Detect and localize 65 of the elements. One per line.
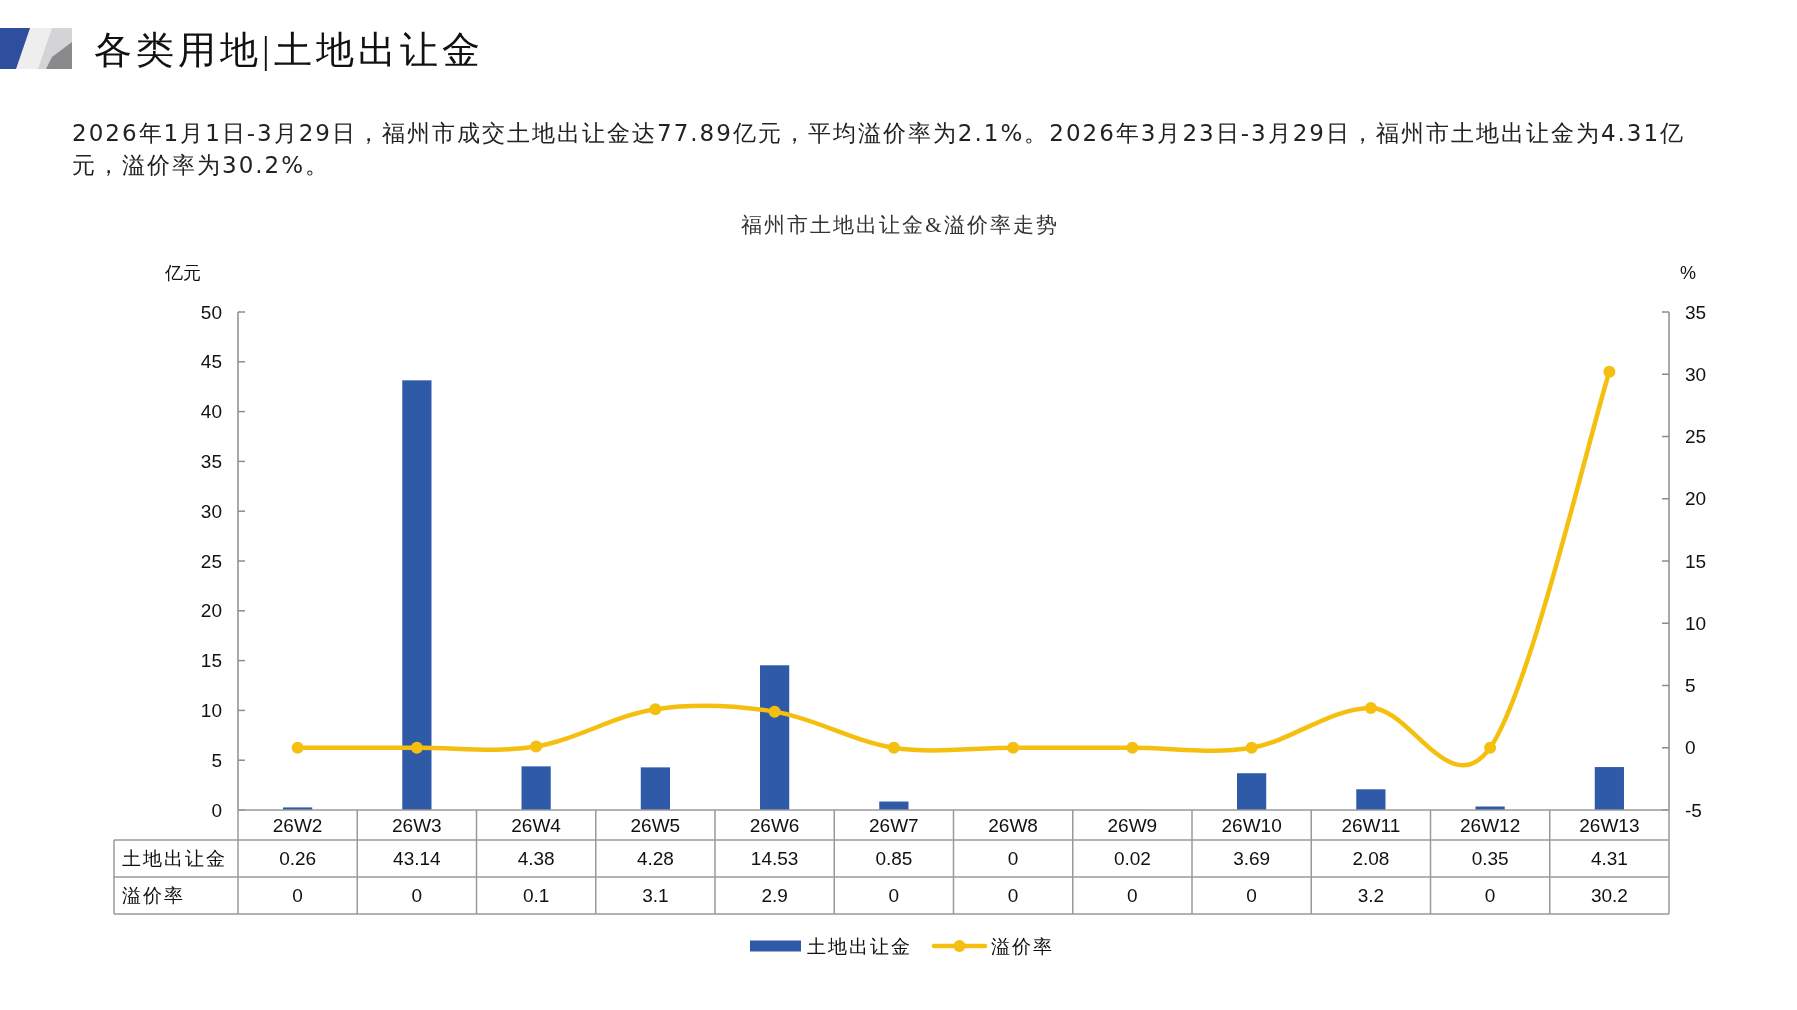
x-tick-label: 26W4 [511, 814, 562, 836]
x-tick-label: 26W7 [869, 814, 919, 836]
x-tick-label: 26W13 [1579, 814, 1640, 836]
y2-tick-label: 35 [1685, 301, 1707, 323]
y-tick-label: 25 [200, 550, 222, 572]
data-label: 0 [888, 885, 900, 906]
y2-tick-label: 5 [1685, 675, 1696, 696]
y2-tick-label: -5 [1685, 799, 1702, 821]
y-tick-label: 30 [200, 500, 222, 522]
x-tick-label: 26W10 [1221, 814, 1282, 836]
x-tick-label: 26W9 [1107, 814, 1158, 836]
data-label: 43.14 [393, 848, 442, 869]
y-axis-title: 亿元 [164, 263, 201, 283]
text: 溢价率 [122, 885, 185, 906]
data-label: 0 [1007, 885, 1019, 906]
legend-label: 溢价率 [991, 935, 1054, 957]
x-tick-label: 26W3 [392, 814, 442, 836]
data-label: 0.85 [875, 848, 913, 869]
x-tick-label: 26W11 [1341, 814, 1401, 836]
y-tick-label: 10 [200, 699, 222, 721]
data-label: 4.38 [517, 848, 555, 869]
y-tick-label: 40 [200, 401, 222, 423]
y2-tick-label: 0 [1685, 737, 1696, 759]
y-tick-label: 20 [200, 600, 222, 622]
y2-tick-label: 10 [1685, 612, 1707, 634]
data-label: 0 [1246, 885, 1257, 906]
y2-tick-label: 15 [1685, 550, 1707, 572]
data-label: 0.26 [279, 848, 317, 869]
text: 福州市土地出让金&溢价率走势 [741, 213, 1059, 237]
data-label: 0 [292, 885, 303, 906]
y-tick-label: 15 [200, 650, 222, 672]
y-tick-label: 5 [211, 749, 222, 771]
data-label: 0 [411, 885, 423, 906]
y2-tick-label: 30 [1685, 363, 1707, 385]
y2-tick-label: 25 [1685, 426, 1707, 447]
y-tick-label: 50 [200, 301, 222, 323]
x-tick-label: 26W12 [1460, 814, 1521, 836]
data-label: 2.9 [761, 885, 788, 906]
x-tick-label: 26W2 [272, 814, 323, 836]
data-label: 14.53 [750, 848, 799, 869]
y-tick-label: 45 [200, 351, 222, 373]
x-tick-label: 26W5 [630, 814, 681, 836]
data-label: 3.2 [1357, 885, 1385, 906]
chart-title: 各类用地|土地出让金 [94, 29, 484, 71]
y2-axis-title: % [1679, 263, 1697, 283]
data-label: 4.31 [1590, 848, 1628, 869]
y-tick-label: 35 [200, 450, 222, 472]
x-tick-label: 26W8 [988, 814, 1038, 836]
data-label: 0 [1484, 885, 1496, 906]
data-label: 0.1 [522, 885, 550, 906]
y-tick-label: 0 [211, 799, 222, 821]
data-label: 30.2 [1590, 885, 1628, 906]
data-label: 4.28 [636, 848, 674, 869]
chart-subtitle: 2026年1月1日-3月29日，福州市成交土地出让金达77.89亿元，平均溢价率为2.1%。2026年3月23日-3月29日，福州市土地出让金为4.31亿元，溢价率为30.2%。 [72, 119, 1687, 180]
y2-tick-label: 20 [1685, 488, 1707, 510]
data-label: 0 [1007, 848, 1019, 869]
data-label: 0.02 [1113, 848, 1151, 869]
data-label: 0.35 [1471, 848, 1509, 869]
data-label: 3.1 [642, 885, 669, 906]
data-label: 3.69 [1233, 848, 1271, 869]
legend-label: 土地出让金 [807, 935, 912, 957]
data-label: 0 [1127, 885, 1138, 906]
data-label: 2.08 [1352, 848, 1390, 869]
x-tick-label: 26W6 [749, 814, 800, 836]
text: 土地出让金 [122, 848, 227, 869]
